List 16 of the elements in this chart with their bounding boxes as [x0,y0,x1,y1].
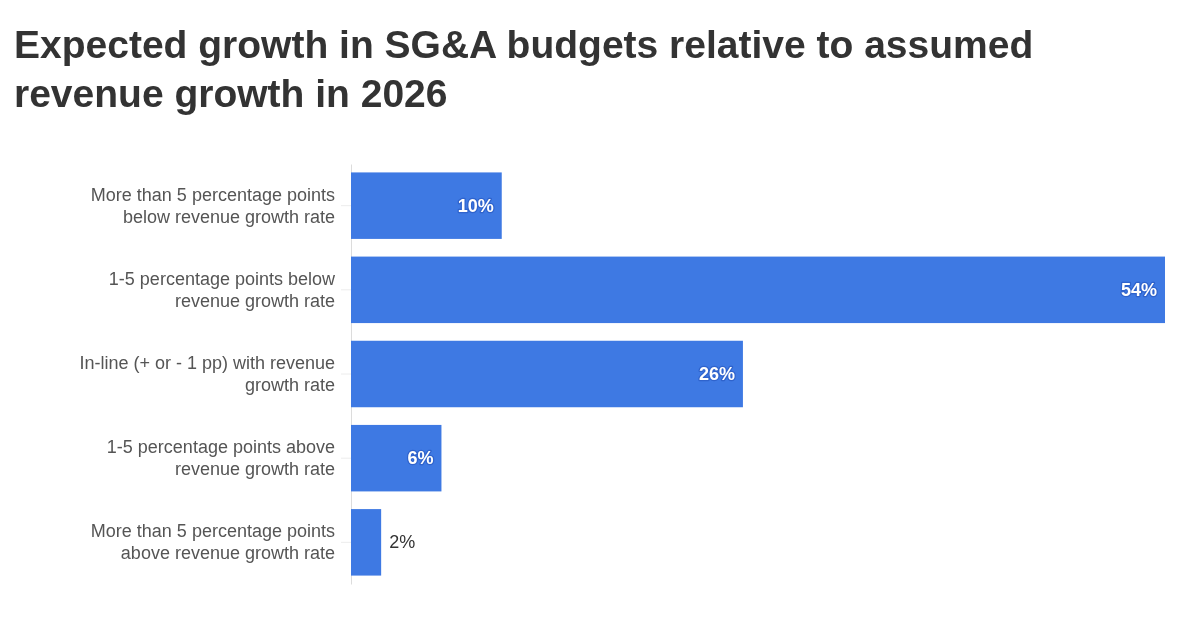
data-label: 54% [1120,279,1157,300]
bar [351,509,382,576]
bar [351,340,743,408]
bar [351,424,442,492]
data-label: 2% [389,532,416,553]
y-tick-label: More than 5 percentage points above revenue growth rate [90,521,335,564]
y-tick-label: In-line (+ or - 1 pp) with revenue growth rate [79,353,335,395]
chart-title: Expected growth in SG&A budgets relative to assumed revenue growth in 2026 [14,23,1034,115]
data-label: 6% [407,448,434,469]
data-label: 26% [698,364,735,384]
bar [351,256,1165,324]
y-tick-label: More than 5 percentage points below revenue growth rate [90,184,335,227]
y-tick-label: 1-5 percentage points below revenue growth rate [108,268,336,311]
bar [351,172,502,239]
data-label: 10% [457,195,494,216]
y-tick-label: 1-5 percentage points above revenue growth rate [106,437,335,480]
